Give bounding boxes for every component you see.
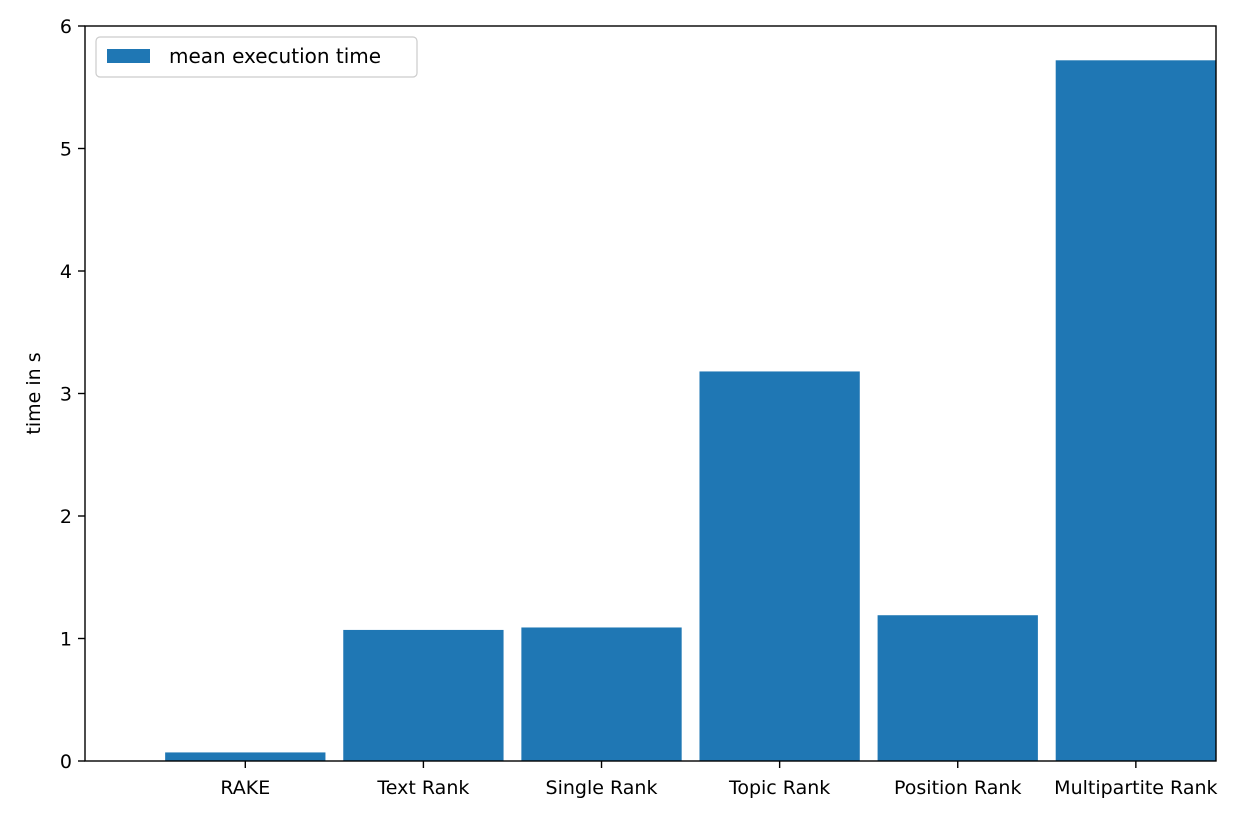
y-tick-label: 5 xyxy=(60,139,72,161)
x-tick-label: Position Rank xyxy=(894,777,1022,799)
y-tick-label: 4 xyxy=(60,261,72,283)
y-tick-label: 6 xyxy=(60,16,72,38)
legend: mean execution time xyxy=(95,36,418,78)
x-axis-ticks: RAKE Text Rank Single Rank Topic Rank Positi… xyxy=(220,761,1218,799)
x-tick-label: Topic Rank xyxy=(728,777,830,799)
x-tick-label: RAKE xyxy=(220,777,270,799)
x-tick-label: Text Rank xyxy=(376,777,469,799)
y-tick-label: 2 xyxy=(60,506,72,528)
y-tick-label: 0 xyxy=(60,751,72,773)
x-tick-label: Multipartite Rank xyxy=(1054,777,1217,799)
y-axis-label: time in s xyxy=(23,352,45,434)
y-tick-label: 3 xyxy=(60,384,72,406)
y-axis-ticks: 0 1 2 3 4 5 6 xyxy=(60,16,85,773)
bar-single-rank xyxy=(521,627,682,761)
bar-text-rank xyxy=(343,629,504,761)
legend-box xyxy=(95,36,418,78)
bar-topic-rank xyxy=(699,371,860,761)
bar-multipartite-rank xyxy=(1055,60,1216,762)
bars-layer xyxy=(165,60,1216,762)
legend-swatch xyxy=(107,49,150,63)
legend-label: mean execution time xyxy=(169,44,381,68)
bar-position-rank xyxy=(877,615,1038,761)
bar-rake xyxy=(165,752,326,761)
plot-frame xyxy=(84,25,1217,762)
y-tick-label: 1 xyxy=(60,629,72,651)
x-tick-label: Single Rank xyxy=(546,777,658,799)
